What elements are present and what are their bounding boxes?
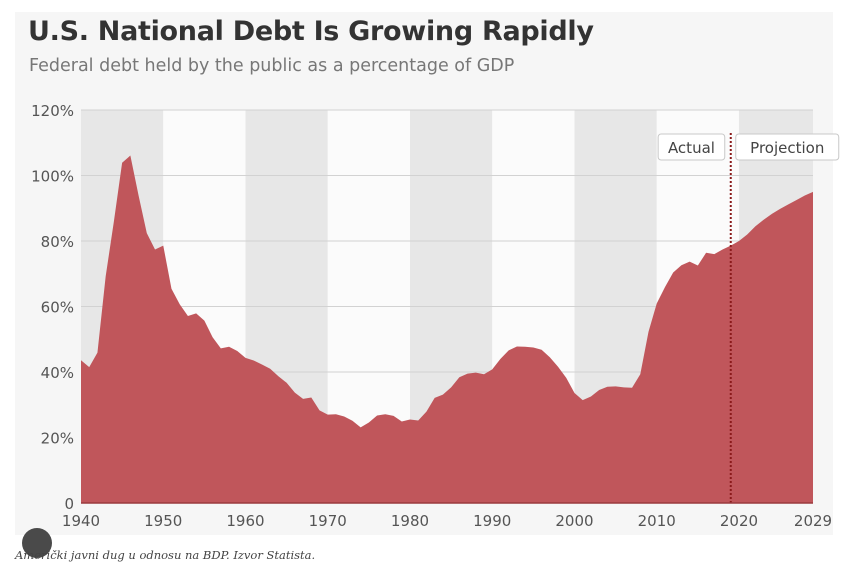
y-tick-label: 100% [31,168,74,186]
corner-avatar-fragment [22,528,52,558]
x-tick-label: 1960 [226,512,264,530]
y-tick-label: 0 [64,495,74,513]
debt-area [81,155,813,503]
debt-area-chart: 020%40%60%80%100%120% 1940 1950 1960 1970 19… [31,102,840,530]
actual-box [657,133,726,161]
chart-title: U.S. National Debt Is Growing Rapidly [28,16,594,47]
x-tick-label: 2000 [555,512,593,530]
projection-box [735,133,840,161]
x-tick-label: 2010 [638,512,676,530]
x-tick-label: 1990 [473,512,511,530]
x-tick-label: 1940 [62,512,100,530]
y-tick-label: 40% [41,364,74,382]
y-tick-label: 20% [41,430,74,448]
x-tick-label: 1970 [309,512,347,530]
y-tick-label: 80% [41,233,74,251]
y-tick-label: 60% [41,299,74,317]
x-tick-label: 1950 [144,512,182,530]
x-tick-label: 2029 [794,512,832,530]
x-axis-labels: 1940 1950 1960 1970 1980 1990 2000 2010 2020 2029 [62,512,832,530]
chart-subtitle: Federal debt held by the public as a per… [29,56,515,76]
figure-caption: Američki javni dug u odnosu na BDP. Izvo… [15,548,316,562]
annotations: Actual Projection [657,133,840,161]
actual-label: Actual [668,139,715,157]
y-axis-labels: 0 20% 40% 60% 80% 100% 120% [31,102,74,513]
x-tick-label: 1980 [391,512,429,530]
y-tick-label: 120% [31,102,74,120]
x-tick-label: 2020 [720,512,758,530]
projection-label: Projection [750,139,824,157]
